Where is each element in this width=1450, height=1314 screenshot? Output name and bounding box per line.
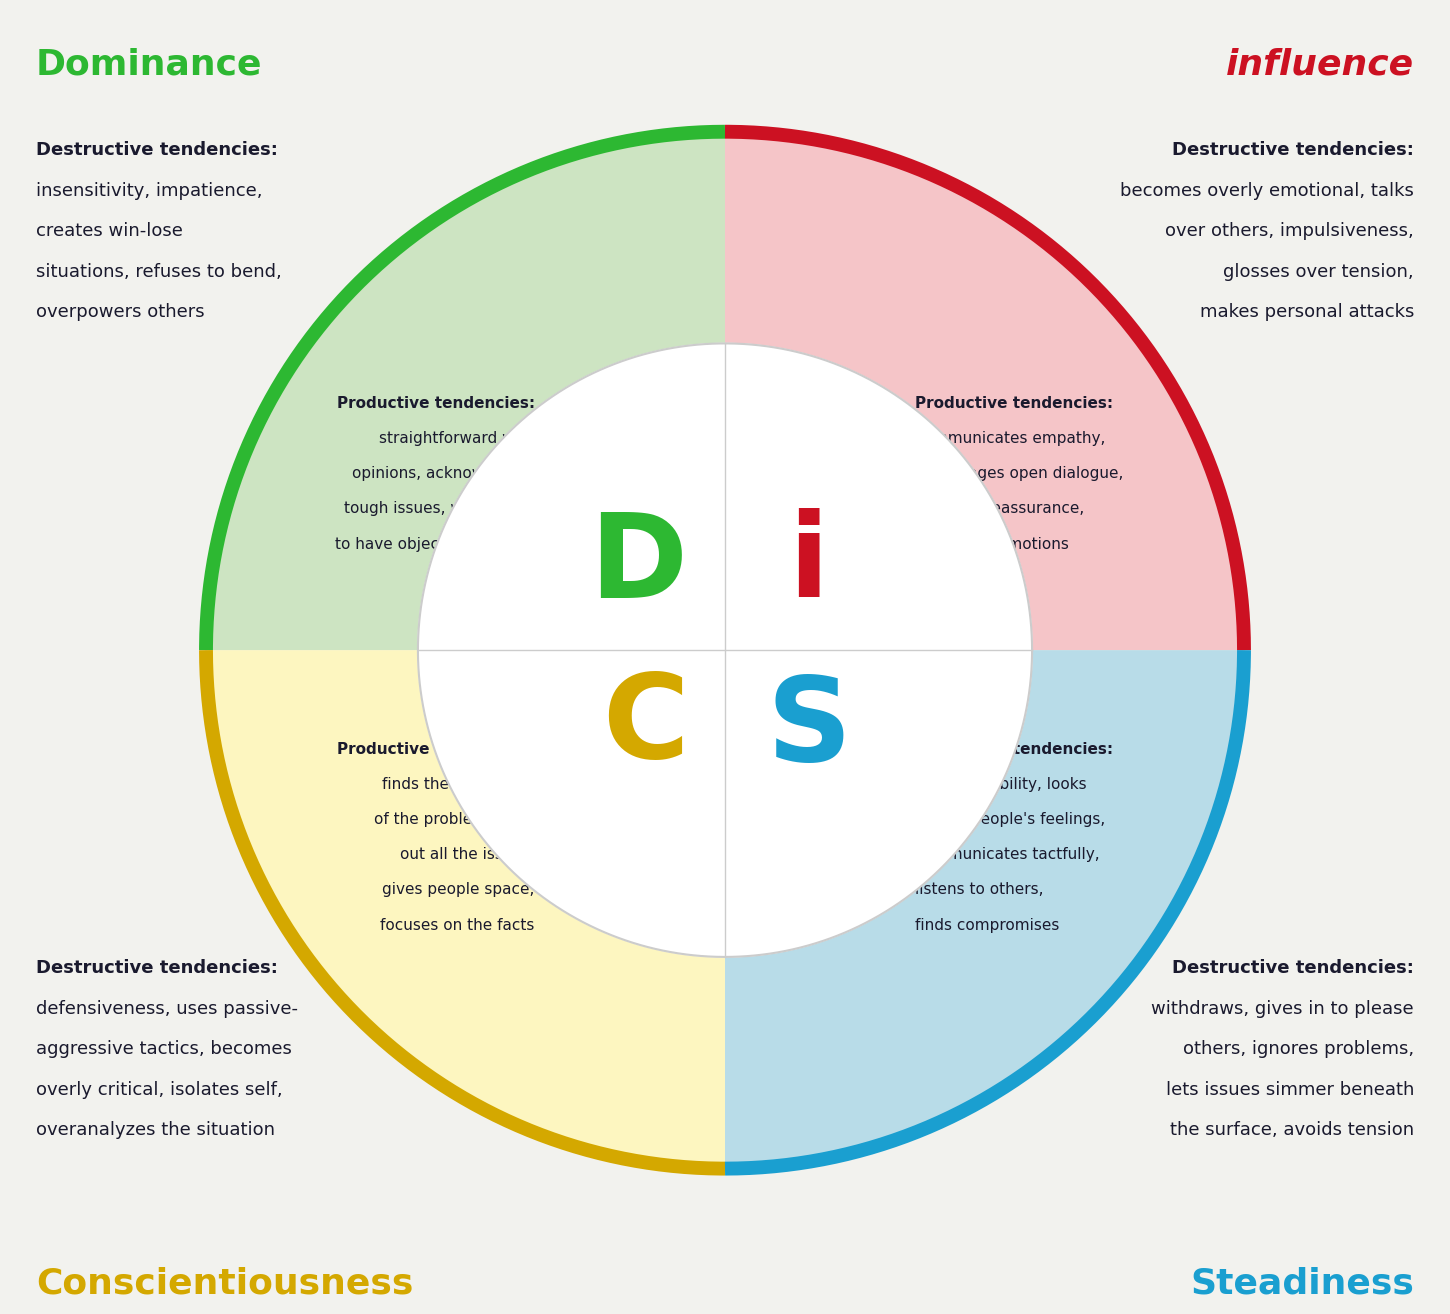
Text: out all the issues,: out all the issues, [400, 848, 535, 862]
Text: creates win-lose: creates win-lose [36, 222, 183, 240]
Text: i: i [789, 507, 829, 623]
Text: insensitivity, impatience,: insensitivity, impatience, [36, 181, 262, 200]
Text: listens to others,: listens to others, [915, 883, 1044, 897]
Text: out for people's feelings,: out for people's feelings, [915, 812, 1105, 827]
Text: Productive tendencies:: Productive tendencies: [915, 741, 1114, 757]
Text: becomes overly emotional, talks: becomes overly emotional, talks [1121, 181, 1414, 200]
Text: overly critical, isolates self,: overly critical, isolates self, [36, 1081, 283, 1099]
Text: finds compromises: finds compromises [915, 917, 1060, 933]
Polygon shape [725, 650, 1244, 1168]
Text: finds the root cause: finds the root cause [383, 777, 535, 792]
Text: communicates tactfully,: communicates tactfully, [915, 848, 1101, 862]
Polygon shape [206, 131, 725, 650]
Text: overpowers others: overpowers others [36, 304, 204, 321]
Text: withdraws, gives in to please: withdraws, gives in to please [1151, 1000, 1414, 1018]
Text: Productive tendencies:: Productive tendencies: [915, 396, 1114, 411]
Text: glosses over tension,: glosses over tension, [1224, 263, 1414, 281]
Text: communicates empathy,: communicates empathy, [915, 431, 1106, 445]
Polygon shape [206, 650, 725, 1168]
Text: to have objective debates: to have objective debates [335, 536, 535, 552]
Text: encourages open dialogue,: encourages open dialogue, [915, 466, 1124, 481]
Text: defensiveness, uses passive-: defensiveness, uses passive- [36, 1000, 297, 1018]
Text: the surface, avoids tension: the surface, avoids tension [1170, 1121, 1414, 1139]
Text: influence: influence [1227, 47, 1414, 81]
Text: opinions, acknowledges: opinions, acknowledges [352, 466, 535, 481]
Text: D: D [590, 507, 687, 623]
Text: others, ignores problems,: others, ignores problems, [1183, 1041, 1414, 1058]
Text: C: C [602, 669, 689, 783]
Text: gives people space,: gives people space, [383, 883, 535, 897]
Text: shows flexibility, looks: shows flexibility, looks [915, 777, 1088, 792]
Text: makes personal attacks: makes personal attacks [1199, 304, 1414, 321]
Text: Steadiness: Steadiness [1190, 1267, 1414, 1300]
Text: verbalizes emotions: verbalizes emotions [915, 536, 1069, 552]
Text: provides reassurance,: provides reassurance, [915, 502, 1085, 516]
Polygon shape [725, 131, 1244, 650]
Text: focuses on the facts: focuses on the facts [380, 917, 535, 933]
Text: lets issues simmer beneath: lets issues simmer beneath [1166, 1081, 1414, 1099]
Text: over others, impulsiveness,: over others, impulsiveness, [1166, 222, 1414, 240]
Text: Destructive tendencies:: Destructive tendencies: [36, 141, 278, 159]
Text: Productive tendencies:: Productive tendencies: [336, 741, 535, 757]
Text: tough issues, willingness: tough issues, willingness [344, 502, 535, 516]
Text: of the problem, sorts: of the problem, sorts [374, 812, 535, 827]
Text: Destructive tendencies:: Destructive tendencies: [1172, 959, 1414, 978]
Text: Productive tendencies:: Productive tendencies: [336, 396, 535, 411]
Text: Destructive tendencies:: Destructive tendencies: [1172, 141, 1414, 159]
Text: aggressive tactics, becomes: aggressive tactics, becomes [36, 1041, 291, 1058]
Text: Destructive tendencies:: Destructive tendencies: [36, 959, 278, 978]
Text: straightforward with: straightforward with [380, 431, 535, 445]
Text: S: S [766, 671, 851, 786]
Text: situations, refuses to bend,: situations, refuses to bend, [36, 263, 281, 281]
Text: Dominance: Dominance [36, 47, 262, 81]
Polygon shape [418, 343, 1032, 957]
Text: Conscientiousness: Conscientiousness [36, 1267, 413, 1300]
Text: overanalyzes the situation: overanalyzes the situation [36, 1121, 276, 1139]
